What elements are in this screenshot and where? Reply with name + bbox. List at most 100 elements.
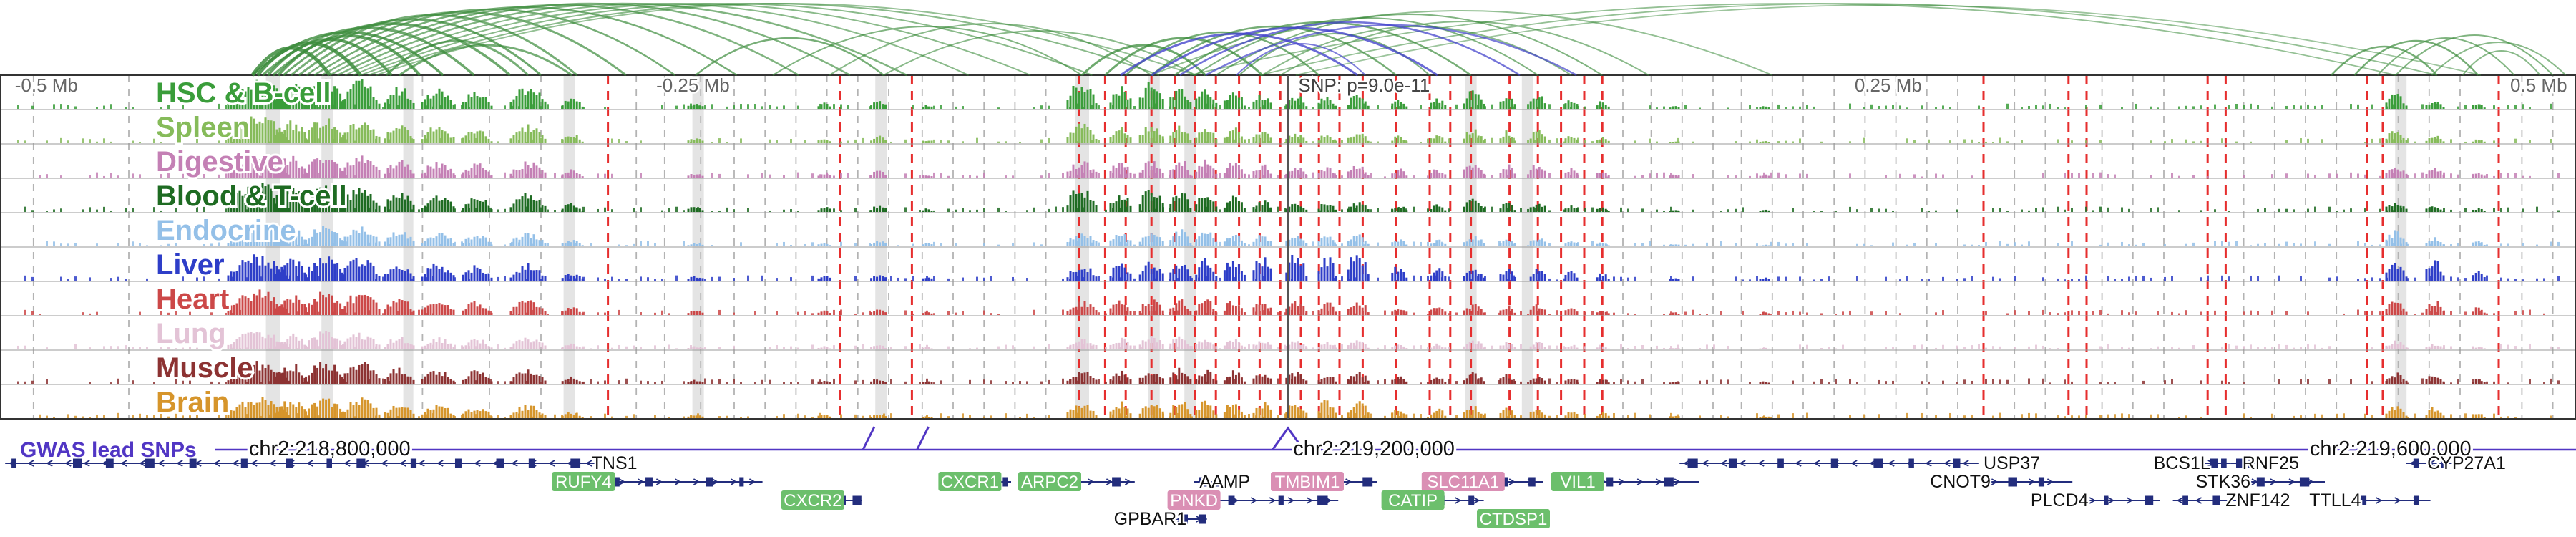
gene-label: CNOT9 xyxy=(1930,472,1991,492)
gene-label: VIL1 xyxy=(1560,473,1595,492)
gene-ctdsp1[interactable]: CTDSP1 xyxy=(1477,509,1550,529)
interaction-arc-blue xyxy=(1120,32,1359,77)
interaction-arc-green xyxy=(321,4,799,77)
gwas-axis: GWAS lead SNPs chr2:218,800,000 chr2:219,2… xyxy=(18,426,2576,464)
interaction-arc-green xyxy=(1279,21,1649,76)
interaction-arc-blue xyxy=(1236,43,1366,76)
gene-catip[interactable]: CATIP xyxy=(1381,490,1484,511)
gene-usp37[interactable]: USP37 xyxy=(1679,452,2042,475)
signal-track-hsc-b-cell xyxy=(17,78,2552,109)
gene-label: AAMP xyxy=(1199,472,1250,492)
interaction-arc-green xyxy=(772,26,1083,76)
interaction-arc-green xyxy=(2395,34,2554,76)
gene-cnot9[interactable]: CNOT9 xyxy=(1928,470,2073,494)
gene-cyp27a1[interactable]: CYP27A1 xyxy=(2406,452,2507,475)
gene-label-pill xyxy=(1551,472,1604,491)
track-label-blood-t-cell: Blood & T-cell xyxy=(156,180,347,212)
gene-label-pill xyxy=(1421,472,1505,491)
gene-label: TTLL4 xyxy=(2309,490,2361,511)
gene-label: ZNF142 xyxy=(2225,490,2290,511)
gene-label-pill xyxy=(1167,490,1221,510)
gene-label: PLCD4 xyxy=(2031,490,2089,511)
signal-track-liver xyxy=(24,254,2560,281)
gene-gpbar1[interactable]: GPBAR1 xyxy=(1112,508,1207,531)
gene-label: TNS1 xyxy=(592,453,638,473)
gene-track: TNS1 USP37 BCS1L RNF25 CYP27A1 RUFY4 CXCR1 ARPC… xyxy=(5,452,2507,531)
signal-tracks xyxy=(17,78,2560,418)
scale-label: 0.5 Mb xyxy=(2510,74,2567,96)
gene-label: USP37 xyxy=(1984,453,2040,473)
gene-label-pill xyxy=(1271,472,1344,491)
gene-cxcr1[interactable]: CXCR1 xyxy=(938,472,1011,492)
signal-track-heart xyxy=(24,289,2545,315)
signal-track-endocrine xyxy=(46,224,2560,246)
gene-tns1[interactable]: TNS1 xyxy=(5,452,639,475)
gene-label-pill xyxy=(781,490,844,510)
gene-label-pill xyxy=(552,472,615,491)
coordinate-label: chr2:219,200,000 xyxy=(1293,437,1455,460)
gene-stk36[interactable]: STK36 xyxy=(2194,470,2325,494)
gene-plcd4[interactable]: PLCD4 xyxy=(2029,489,2160,513)
gene-bcs1l[interactable]: BCS1L xyxy=(2152,452,2231,475)
gene-znf142[interactable]: ZNF142 xyxy=(2172,489,2292,513)
interaction-arc-green xyxy=(2331,45,2438,76)
gene-label-pill xyxy=(1018,472,1081,491)
signal-track-lung xyxy=(17,331,2560,349)
signal-track-digestive xyxy=(39,154,2560,178)
lead-snp-tick[interactable] xyxy=(916,426,930,450)
gene-label: CATIP xyxy=(1388,491,1438,511)
scale-label: -0.25 Mb xyxy=(656,74,730,96)
gene-pnkd[interactable]: PNKD xyxy=(1167,490,1339,511)
gene-aamp[interactable]: AAMP xyxy=(1194,470,1252,494)
signal-track-spleen xyxy=(17,116,2552,143)
interaction-arc-green xyxy=(298,11,627,77)
track-label-brain: Brain xyxy=(156,387,229,418)
gene-rnf25[interactable]: RNF25 xyxy=(2230,452,2301,475)
gwas-lead-snps-label: GWAS lead SNPs xyxy=(20,438,197,462)
gene-label-pill xyxy=(1381,490,1445,510)
interaction-arc-green xyxy=(283,18,542,77)
gene-label: STK36 xyxy=(2196,472,2250,492)
interaction-arc-green xyxy=(337,2,907,77)
gene-label: PNKD xyxy=(1170,491,1218,511)
gene-label: ARPC2 xyxy=(1021,473,1078,492)
gene-cxcr2[interactable]: CXCR2 xyxy=(781,490,862,511)
gene-label: RUFY4 xyxy=(555,473,612,492)
interaction-arc-green xyxy=(829,23,1152,76)
gene-label: RNF25 xyxy=(2243,453,2299,473)
gene-rufy4[interactable]: RUFY4 xyxy=(552,472,763,492)
gene-label: BCS1L xyxy=(2154,453,2210,473)
track-label-spleen: Spleen xyxy=(156,112,250,143)
gene-arpc2[interactable]: ARPC2 xyxy=(1018,472,1135,492)
gene-ttll4[interactable]: TTLL4 xyxy=(2308,489,2431,513)
lead-snp-tick[interactable] xyxy=(862,426,876,450)
signal-track-blood-t-cell xyxy=(24,183,2560,212)
track-label-endocrine: Endocrine xyxy=(156,215,296,246)
interaction-arc-green xyxy=(2431,42,2567,76)
coordinate-label: chr2:218,800,000 xyxy=(249,437,411,460)
gene-label: CXCR1 xyxy=(941,473,999,492)
gene-label: CYP27A1 xyxy=(2427,453,2506,473)
track-label-digestive: Digestive xyxy=(156,146,283,178)
gene-tmbim1[interactable]: TMBIM1 xyxy=(1271,472,1377,492)
track-label-hsc-b-cell: HSC & B-cell xyxy=(156,77,331,109)
scale-labels: -0.5 Mb -0.25 Mb SNP: p=9.0e-11 0.25 Mb 0.5 … xyxy=(13,73,2569,98)
scale-label: -0.5 Mb xyxy=(15,74,78,96)
gene-label: SLC11A1 xyxy=(1427,473,1499,492)
gene-slc11a1[interactable]: SLC11A1 xyxy=(1421,472,1543,492)
gene-vil1[interactable]: VIL1 xyxy=(1551,472,1699,492)
coordinate-label: chr2:219,600,000 xyxy=(2310,437,2472,460)
interaction-arc-green xyxy=(1295,4,2482,76)
track-label-liver: Liver xyxy=(156,249,225,281)
interaction-arcs xyxy=(250,2,2567,77)
lead-snp-center-peak[interactable] xyxy=(1272,426,1304,450)
interaction-arc-green xyxy=(376,3,1196,76)
interaction-arc-blue xyxy=(1179,21,1521,77)
interaction-arc-green xyxy=(1080,44,1206,77)
interaction-arc-green xyxy=(1259,3,2437,76)
interaction-arc-green xyxy=(1104,37,1264,77)
gene-label: GPBAR1 xyxy=(1114,509,1186,529)
signal-track-brain xyxy=(39,397,2552,418)
